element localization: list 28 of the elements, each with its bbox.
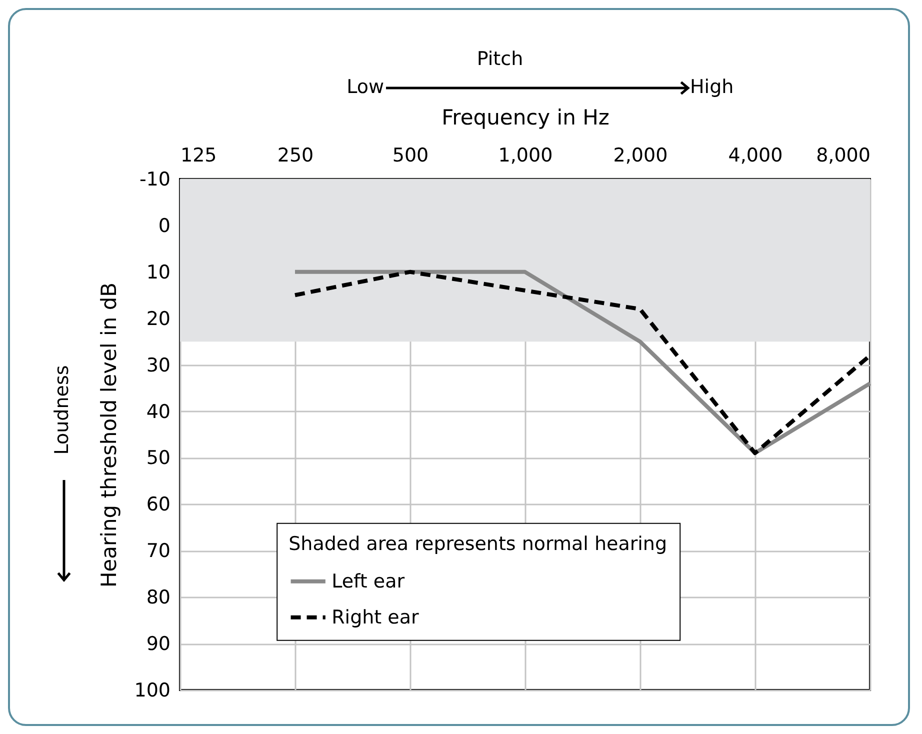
y-tick-label: 40 — [146, 400, 170, 423]
x-tick-label: 125 — [180, 144, 217, 166]
x-tick-label: 8,000 — [816, 144, 870, 166]
text: Loudness — [51, 365, 73, 455]
y-tick-label: 30 — [146, 354, 170, 376]
x-tick-label: 1,000 — [498, 144, 553, 166]
y-tick-label: 50 — [146, 447, 170, 470]
x-axis-title: Frequency in Hz — [442, 106, 610, 130]
y-tick-label: 20 — [146, 308, 170, 330]
legend-title: Shaded area represents normal hearing — [288, 532, 668, 555]
legend-label: Right ear — [332, 606, 420, 628]
y-tick-label: 10 — [146, 261, 170, 284]
text: Pitch — [476, 48, 524, 70]
x-tick-label: 500 — [392, 144, 429, 166]
y-tick-label: 0 — [158, 214, 170, 237]
x-tick-label: 2,000 — [613, 144, 668, 166]
y-tick-label: 80 — [146, 586, 170, 609]
y-tick-label: -10 — [139, 168, 170, 190]
y-axis-title: Hearing threshold level in dB — [97, 282, 122, 588]
y-tick-label: 70 — [146, 540, 170, 562]
y-tick-label: 90 — [146, 633, 170, 656]
y-tick-label: 60 — [146, 494, 170, 516]
x-tick-label: 250 — [277, 144, 314, 166]
y-tick-label: 100 — [134, 680, 170, 702]
text: High — [690, 76, 734, 98]
text: Low — [346, 76, 384, 98]
legend-label: Left ear — [332, 570, 405, 592]
x-tick-label: 4,000 — [728, 144, 783, 166]
